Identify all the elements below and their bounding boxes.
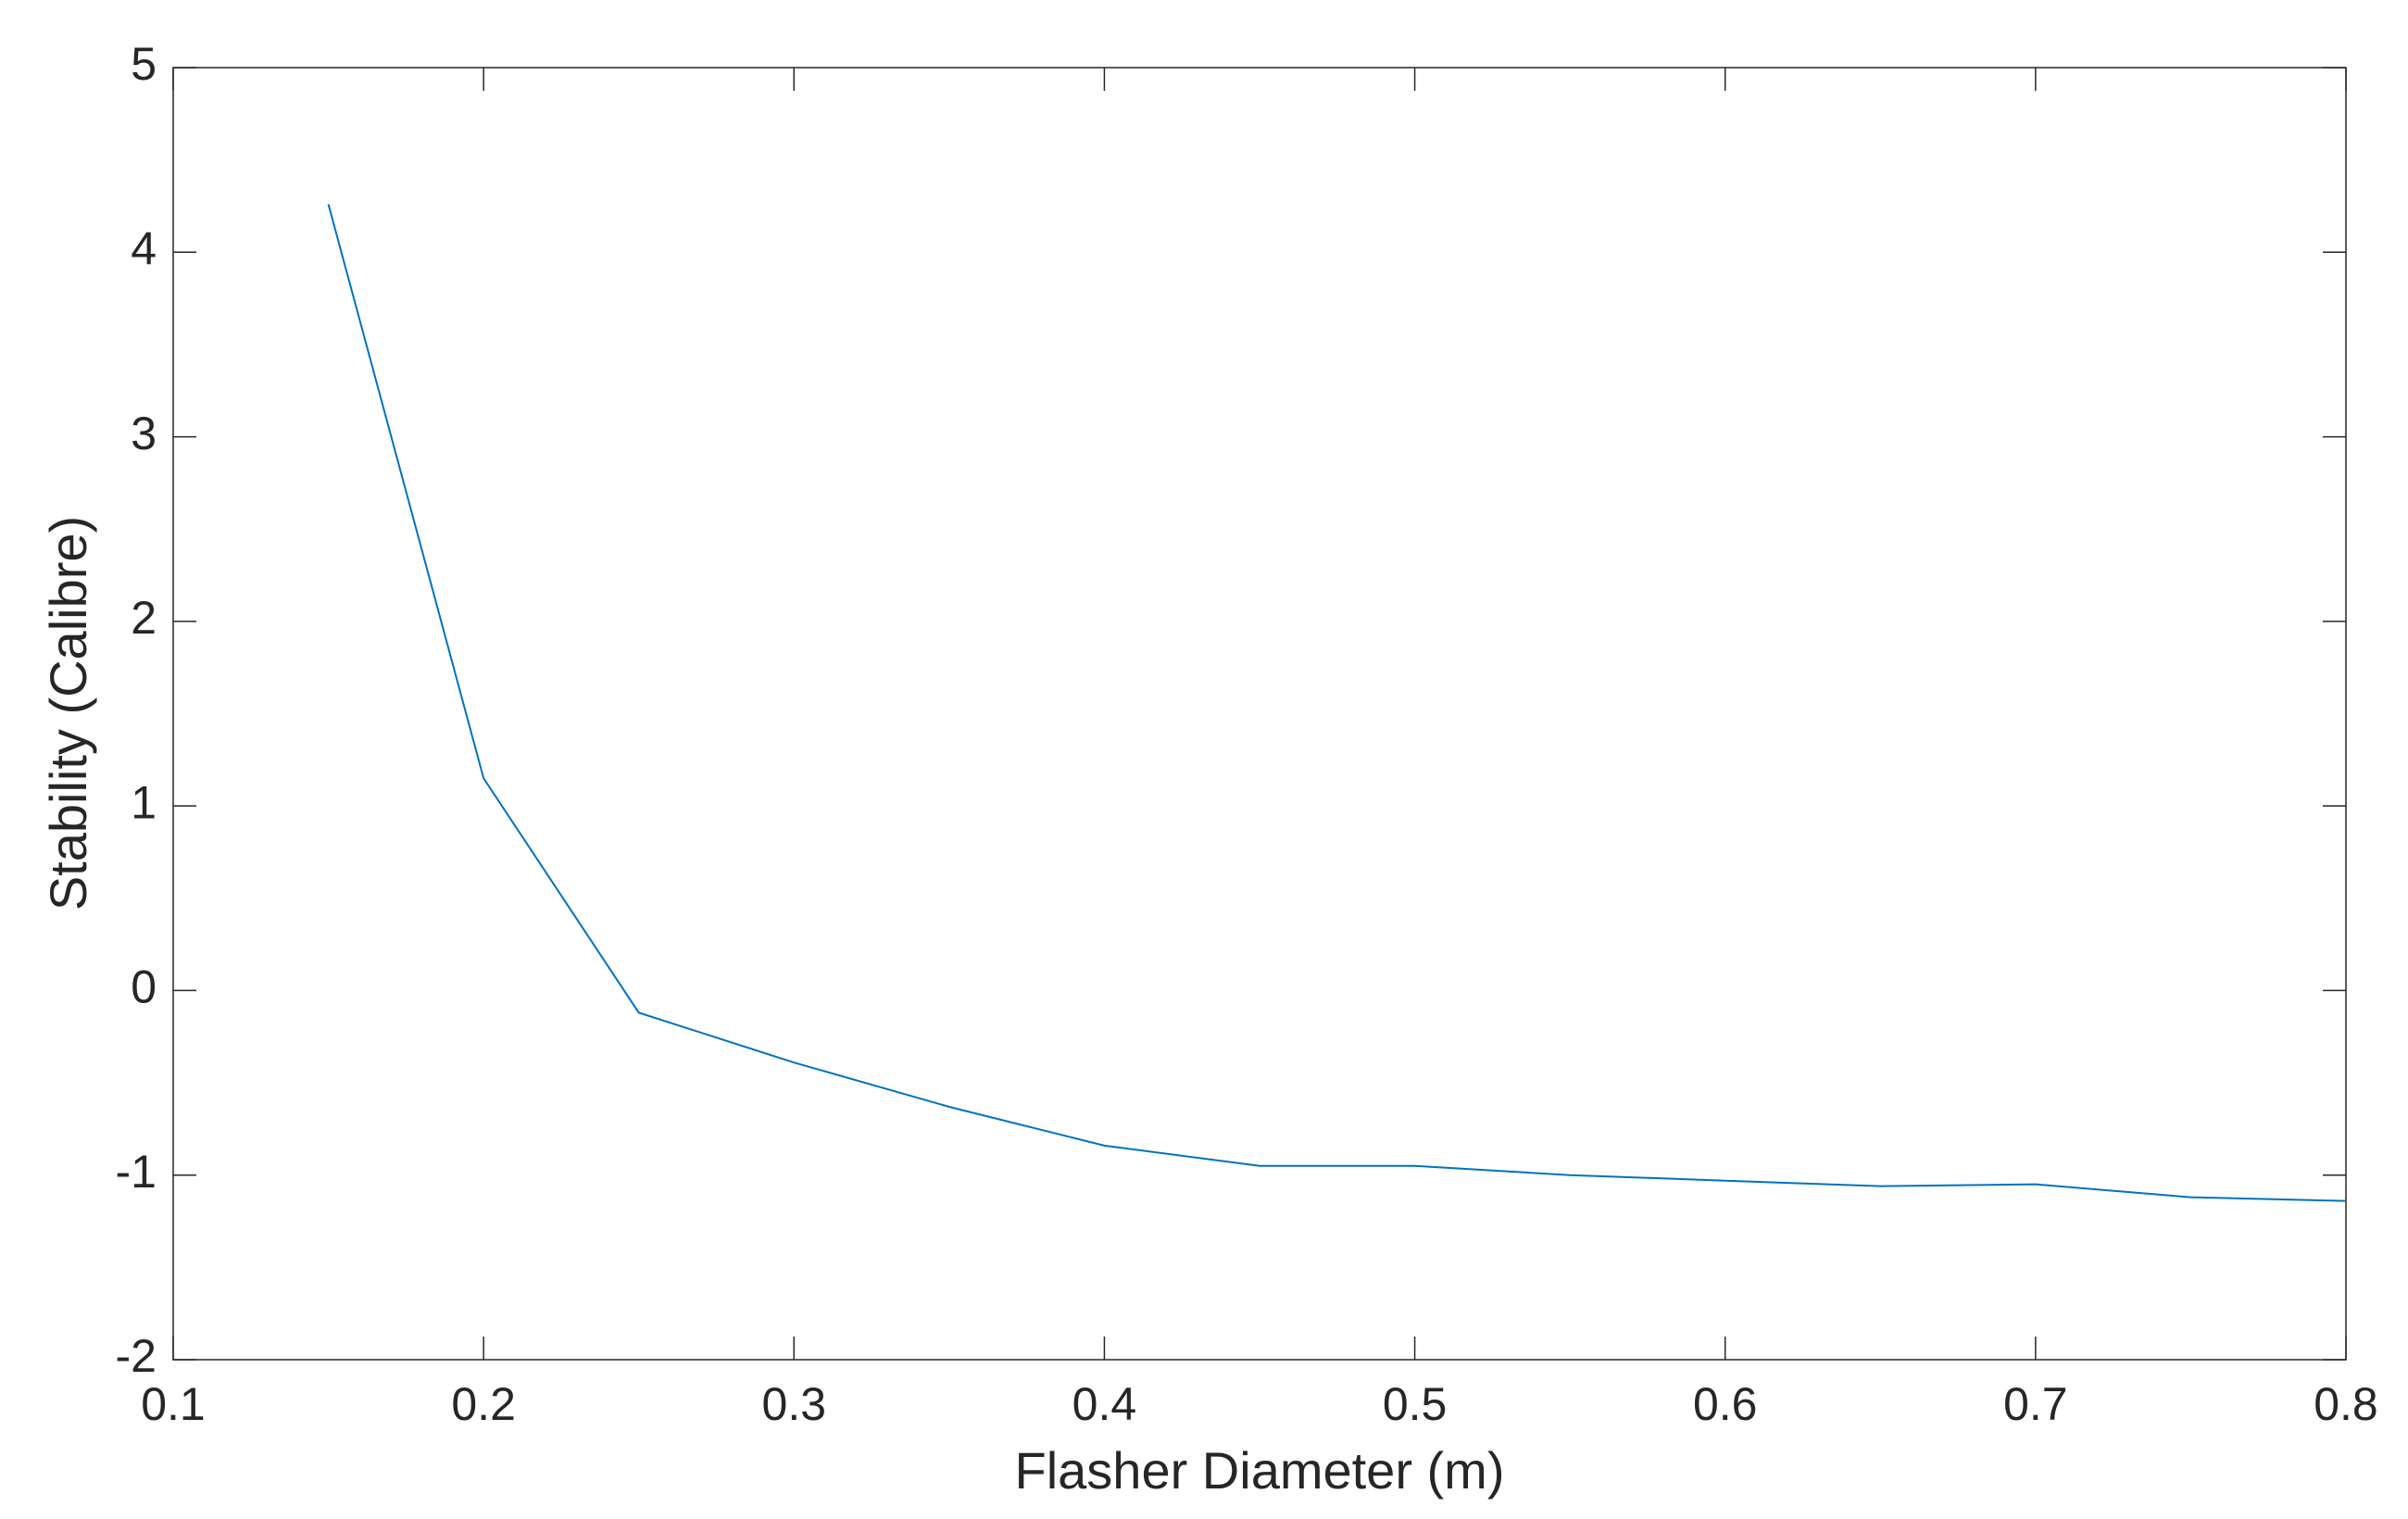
x-tick-label: 0.7 [2003, 1378, 2068, 1430]
x-tick-label: 0.2 [451, 1378, 516, 1430]
x-tick-label: 0.8 [2314, 1378, 2378, 1430]
y-tick-label: 0 [131, 961, 157, 1013]
x-tick-label: 0.1 [141, 1378, 206, 1430]
y-tick-label: 2 [131, 592, 157, 644]
x-axis-label: Flasher Diameter (m) [1015, 1441, 1505, 1500]
y-tick-label: 1 [131, 776, 157, 828]
x-tick-label: 0.6 [1693, 1378, 1758, 1430]
plot-box [172, 67, 2347, 1361]
y-tick-label: 4 [131, 222, 157, 274]
y-tick-label: -1 [116, 1146, 157, 1198]
y-tick-label: -2 [116, 1330, 157, 1382]
x-tick-label: 0.3 [762, 1378, 827, 1430]
x-tick-label: 0.5 [1383, 1378, 1448, 1430]
y-axis-label: Stability (Calibre) [39, 516, 97, 910]
y-tick-label: 5 [131, 38, 157, 90]
y-tick-label: 3 [131, 408, 157, 459]
data-line [327, 204, 2347, 1202]
x-tick-label: 0.4 [1072, 1378, 1137, 1430]
